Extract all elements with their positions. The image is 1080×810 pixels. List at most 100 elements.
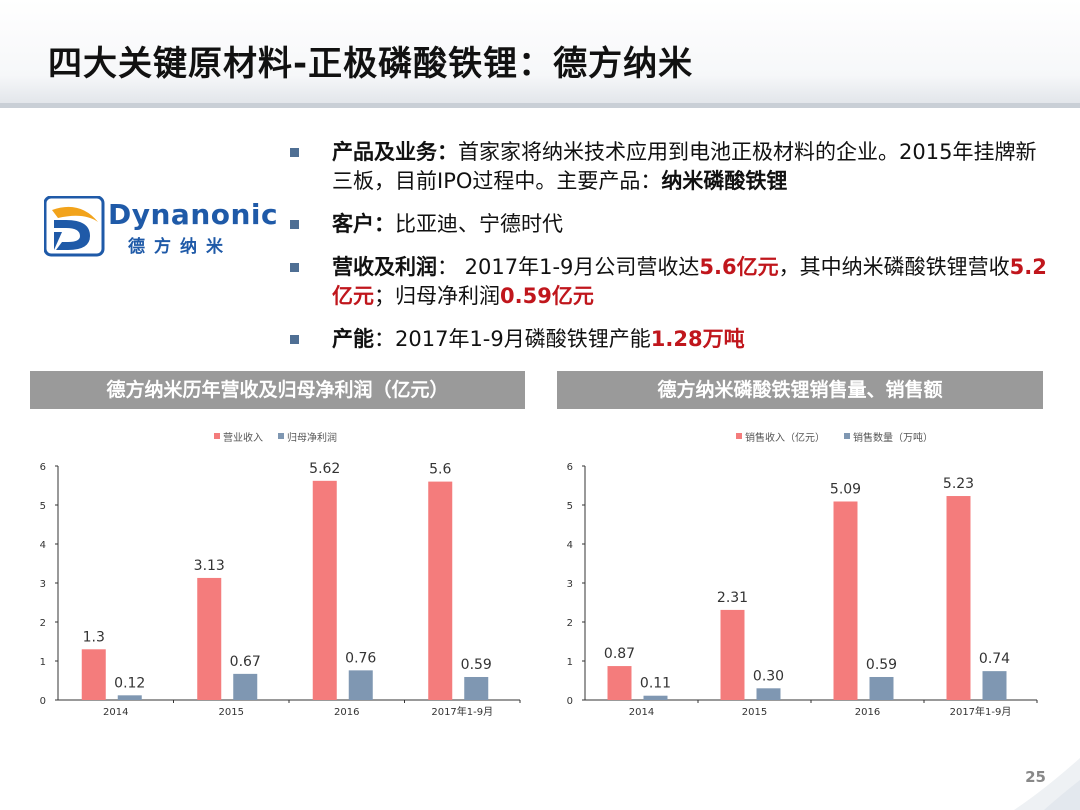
logo-text-cn: 德方纳米 <box>128 237 232 257</box>
y-tick-label: 3 <box>567 579 573 590</box>
y-tick-label: 0 <box>567 696 573 707</box>
data-label: 1.3 <box>83 629 105 645</box>
bullet-text-business: 产品及业务：首家家将纳米技术应用到电池正极材料的企业。2015年挂牌新三板，目前… <box>332 140 1036 193</box>
bullet-segment: 0.59亿元 <box>500 284 594 308</box>
chart-sales-volume: 销售收入（亿元） 销售数量（万吨） 0 1 2 3 4 5 6 2014 0.87 0.11 2015 2… <box>567 431 1038 718</box>
y-tick-label: 2 <box>567 618 573 629</box>
bullet-text-revenue: 营收及利润： 2017年1-9月公司营收达5.6亿元，其中纳米磷酸铁锂营收5.2… <box>332 255 1047 308</box>
bar-series-1 <box>197 577 222 700</box>
bar-series-2 <box>869 676 894 700</box>
bar-series-1 <box>946 496 971 700</box>
x-tick-label: 2017年1-9月 <box>950 705 1012 718</box>
y-tick-label: 1 <box>40 657 46 668</box>
bar-series-1 <box>720 609 745 700</box>
data-label: 0.59 <box>866 657 897 673</box>
chart-2-title: 德方纳米磷酸铁锂销售量、销售额 <box>557 371 1043 409</box>
bar-series-1 <box>81 649 106 700</box>
page-number: 25 <box>1025 768 1046 786</box>
bullet-segment: 客户： <box>332 212 395 236</box>
bullet-segment: 产能 <box>332 327 374 351</box>
bullet-segment: 纳米磷酸铁锂 <box>661 169 788 193</box>
company-logo: Dynanonic 德方纳米 <box>44 196 278 260</box>
bullet-segment: 1.28万吨 <box>650 327 745 351</box>
legend-swatch-2 <box>278 433 284 439</box>
y-tick-label: 5 <box>567 501 573 512</box>
bullet-square-icon <box>290 148 299 157</box>
data-label: 5.09 <box>830 481 861 497</box>
bullet-segment: ；归母净利润 <box>374 284 500 308</box>
bullet-segment: 5.2亿元 <box>332 255 1047 308</box>
data-label: 2.31 <box>717 590 748 606</box>
data-label: 5.23 <box>943 476 974 492</box>
legend-label-1: 销售收入（亿元） <box>745 431 825 444</box>
bullet-text-capacity: 产能：2017年1-9月磷酸铁锂产能1.28万吨 <box>332 327 745 351</box>
y-tick-label: 6 <box>567 462 573 473</box>
y-tick-label: 4 <box>40 540 46 551</box>
data-label: 3.13 <box>194 558 225 574</box>
data-label: 0.59 <box>461 657 492 673</box>
corner-decoration <box>1014 758 1080 810</box>
data-label: 0.30 <box>753 668 784 684</box>
bar-series-2 <box>982 671 1007 700</box>
y-tick-label: 0 <box>40 696 46 707</box>
bullet-segment: ： 2017年1-9月公司营收达 <box>437 255 700 279</box>
bar-series-1 <box>312 480 337 700</box>
page-title: 四大关键原材料-正极磷酸铁锂：德方纳米 <box>48 44 694 84</box>
x-tick-label: 2014 <box>103 707 128 718</box>
bullet-item: 产能：2017年1-9月磷酸铁锂产能1.28万吨 <box>290 325 1050 354</box>
data-label: 0.67 <box>230 654 261 670</box>
bullet-item: 客户：比亚迪、宁德时代 <box>290 210 1050 239</box>
bullet-segment: 首家家将纳米技术应用到电池正极材料的企业。2015年挂牌新三板，目前IPO过程中… <box>332 140 1037 193</box>
title-rule <box>0 103 1080 108</box>
bullet-segment: 营收及利润 <box>332 255 437 279</box>
data-label: 0.74 <box>979 651 1010 667</box>
chart-1-title: 德方纳米历年营收及归母净利润（亿元） <box>30 371 525 409</box>
legend-swatch-1 <box>214 433 220 439</box>
y-tick-label: 3 <box>40 579 46 590</box>
bullet-square-icon <box>290 263 299 272</box>
data-label: 0.12 <box>114 675 145 691</box>
data-label: 5.62 <box>309 461 340 477</box>
bar-series-2 <box>464 676 489 700</box>
bar-series-1 <box>607 666 632 700</box>
bullet-segment: 比亚迪、宁德时代 <box>395 212 563 236</box>
legend-label-1: 营业收入 <box>223 431 263 444</box>
legend-swatch-2 <box>844 433 850 439</box>
logo-text-en: Dynanonic <box>108 198 279 231</box>
y-tick-label: 5 <box>40 501 46 512</box>
x-tick-label: 2015 <box>219 707 244 718</box>
data-label: 5.6 <box>429 462 451 478</box>
bar-series-1 <box>428 481 453 700</box>
bar-series-1 <box>833 501 858 700</box>
chart-revenue-profit: 营业收入 归母净利润 0 1 2 3 4 5 6 2014 1.3 0.12 2015 3.13 0.67 2… <box>40 431 521 718</box>
x-tick-label: 2017年1-9月 <box>431 705 493 718</box>
y-tick-label: 2 <box>40 618 46 629</box>
bullet-list: 产品及业务：首家家将纳米技术应用到电池正极材料的企业。2015年挂牌新三板，目前… <box>290 138 1050 368</box>
bullet-item: 产品及业务：首家家将纳米技术应用到电池正极材料的企业。2015年挂牌新三板，目前… <box>290 138 1050 196</box>
dynanonic-logo-icon <box>44 196 105 257</box>
data-label: 0.11 <box>640 676 671 692</box>
x-tick-label: 2014 <box>629 707 654 718</box>
x-tick-label: 2016 <box>334 707 359 718</box>
bar-series-2 <box>117 695 142 700</box>
bullet-item: 营收及利润： 2017年1-9月公司营收达5.6亿元，其中纳米磷酸铁锂营收5.2… <box>290 253 1050 311</box>
y-tick-label: 4 <box>567 540 573 551</box>
data-label: 0.76 <box>345 650 376 666</box>
bar-series-2 <box>643 695 668 700</box>
legend-swatch-1 <box>736 433 742 439</box>
y-tick-label: 1 <box>567 657 573 668</box>
legend-label-2: 归母净利润 <box>287 431 337 444</box>
legend-label-2: 销售数量（万吨） <box>853 431 933 444</box>
bar-series-2 <box>348 670 373 700</box>
bullet-segment: ，其中纳米磷酸铁锂营收 <box>778 255 1010 279</box>
bullet-text-customers: 客户：比亚迪、宁德时代 <box>332 212 563 236</box>
x-tick-label: 2015 <box>742 707 767 718</box>
y-tick-label: 6 <box>40 462 46 473</box>
bullet-square-icon <box>290 335 299 344</box>
bar-series-2 <box>756 688 781 700</box>
bullet-segment: ：2017年1-9月磷酸铁锂产能 <box>374 327 651 351</box>
bullet-segment: 5.6亿元 <box>699 255 779 279</box>
bullet-square-icon <box>290 220 299 229</box>
x-tick-label: 2016 <box>855 707 880 718</box>
bullet-segment: 产品及业务： <box>332 140 458 164</box>
